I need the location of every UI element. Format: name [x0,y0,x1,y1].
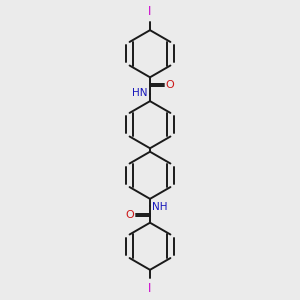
Text: O: O [166,80,174,90]
Text: I: I [148,5,152,18]
Text: HN: HN [132,88,148,98]
Text: I: I [148,282,152,295]
Text: O: O [126,210,134,220]
Text: NH: NH [152,202,168,212]
